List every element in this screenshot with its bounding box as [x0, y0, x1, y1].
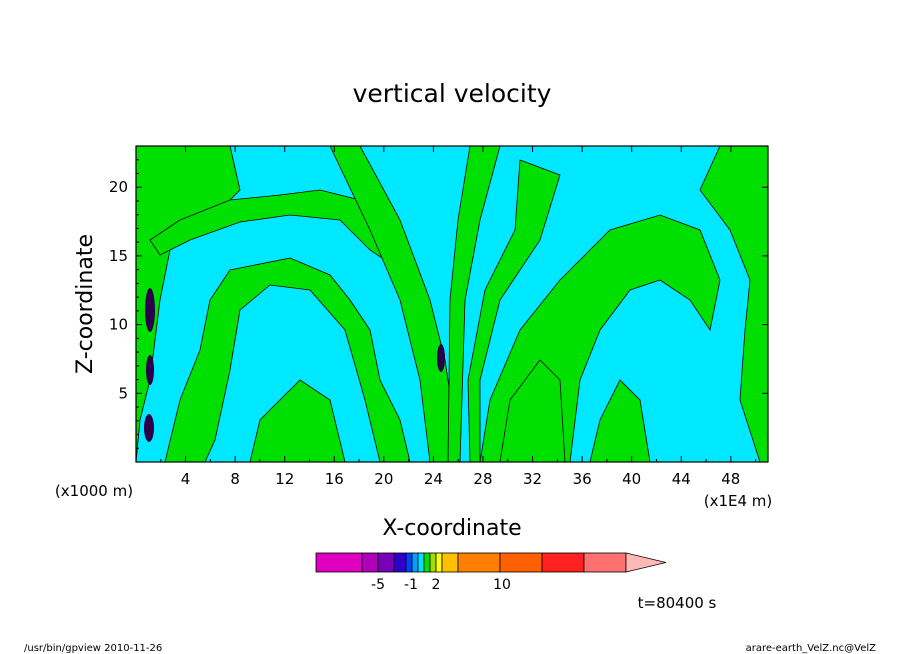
colorbar-segment [499, 552, 543, 573]
positive-velocity-regions [136, 146, 768, 462]
footer-right: arare-earth_VelZ.nc@VelZ [746, 643, 877, 654]
colorbar-segment [417, 552, 425, 573]
left-lower-blob [249, 379, 346, 462]
colorbar-segment [457, 552, 501, 573]
bottom-right-green [589, 379, 651, 462]
plot-frame [135, 145, 769, 463]
colorbar-label: 2 [432, 577, 441, 593]
y-axis-unit: (x1000 m) [55, 482, 133, 500]
left-green-band [136, 146, 241, 462]
x-tick-label: 8 [230, 470, 240, 488]
colorbar-segment [411, 552, 419, 573]
chart-title: vertical velocity [353, 79, 552, 108]
colorbar-segment [361, 552, 379, 573]
right-fan [467, 159, 561, 462]
colorbar-label: 10 [493, 577, 511, 593]
colorbar-segment [429, 552, 437, 573]
x-axis-unit: (x1E4 m) [704, 492, 773, 510]
right-lower-green [499, 359, 566, 462]
footer-left: /usr/bin/gpview 2010-11-26 [24, 643, 162, 654]
x-tick-label: 28 [473, 470, 492, 488]
x-tick-label: 16 [325, 470, 344, 488]
colorbar-label: -5 [371, 577, 385, 593]
colorbar-label: -1 [404, 577, 418, 593]
colorbar-segment [377, 552, 395, 573]
x-tick-label: 12 [275, 470, 294, 488]
colorbar-labels: -5 -1 2 10 [371, 577, 511, 593]
x-tick-label: 20 [374, 470, 393, 488]
colorbar-arrow [625, 552, 667, 573]
colorbar-segment [405, 552, 413, 573]
x-tick-label: 4 [181, 470, 191, 488]
x-tick-label: 32 [523, 470, 542, 488]
x-axis-label: X-coordinate [382, 516, 521, 541]
time-annotation: t=80400 s [638, 594, 717, 612]
y-tick-label: 20 [109, 178, 128, 196]
colorbar-segment [441, 552, 459, 573]
dark-core-left-low [144, 414, 154, 442]
x-tick-label: 40 [622, 470, 641, 488]
y-axis: 5 10 15 20 [109, 159, 768, 449]
plot-area [136, 146, 768, 462]
x-tick-label: 44 [672, 470, 691, 488]
center-fan [329, 146, 461, 462]
y-axis-label: Z-coordinate [73, 234, 98, 374]
left-green-strip [164, 257, 411, 462]
y-tick-label: 15 [109, 247, 128, 265]
y-tick-label: 5 [118, 384, 128, 402]
colorbar-segment [583, 552, 627, 573]
dark-core-left-mid [146, 355, 154, 385]
x-tick-label: 24 [424, 470, 443, 488]
y-tick-label: 10 [109, 316, 128, 334]
colorbar-segment [435, 552, 443, 573]
strong-updraft-cores [144, 288, 445, 442]
x-tick-label: 48 [721, 470, 740, 488]
center-fan-right [447, 146, 501, 462]
colorbar-segment [541, 552, 585, 573]
dark-core-left-upper [145, 288, 155, 332]
colorbar-segment [423, 552, 431, 573]
far-right-band [699, 146, 768, 462]
x-axis: 4 8 12 16 20 24 28 32 36 40 44 48 [160, 146, 757, 488]
colorbar-segment [315, 552, 363, 573]
x-tick-label: 36 [573, 470, 592, 488]
colorbar-segment [393, 552, 407, 573]
colorbar [315, 552, 667, 573]
dark-core-center [437, 344, 445, 372]
